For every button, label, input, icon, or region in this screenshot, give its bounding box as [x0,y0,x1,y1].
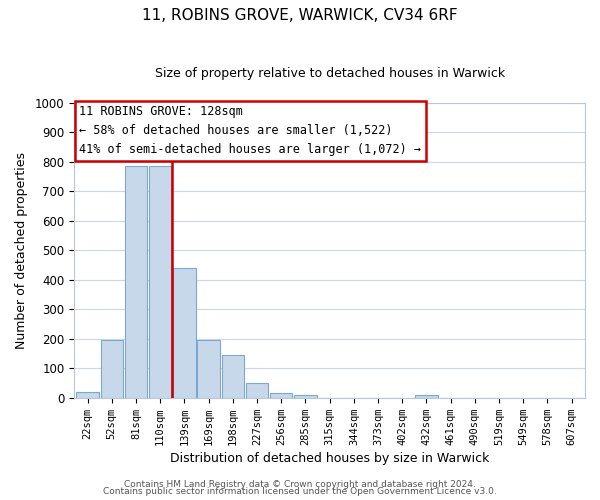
Bar [197,340,220,398]
Text: Contains public sector information licensed under the Open Government Licence v3: Contains public sector information licen… [103,487,497,496]
Bar [295,395,317,398]
Text: Contains HM Land Registry data © Crown copyright and database right 2024.: Contains HM Land Registry data © Crown c… [124,480,476,489]
Bar [125,166,147,398]
Bar [221,355,244,398]
Bar [76,392,99,398]
Bar [149,166,172,398]
Bar [246,383,268,398]
Title: Size of property relative to detached houses in Warwick: Size of property relative to detached ho… [155,68,505,80]
Y-axis label: Number of detached properties: Number of detached properties [15,152,28,348]
Bar [270,394,292,398]
X-axis label: Distribution of detached houses by size in Warwick: Distribution of detached houses by size … [170,452,490,465]
Text: 11 ROBINS GROVE: 128sqm
← 58% of detached houses are smaller (1,522)
41% of semi: 11 ROBINS GROVE: 128sqm ← 58% of detache… [79,106,421,156]
Bar [415,395,437,398]
Text: 11, ROBINS GROVE, WARWICK, CV34 6RF: 11, ROBINS GROVE, WARWICK, CV34 6RF [142,8,458,22]
Bar [173,268,196,398]
Bar [101,340,123,398]
